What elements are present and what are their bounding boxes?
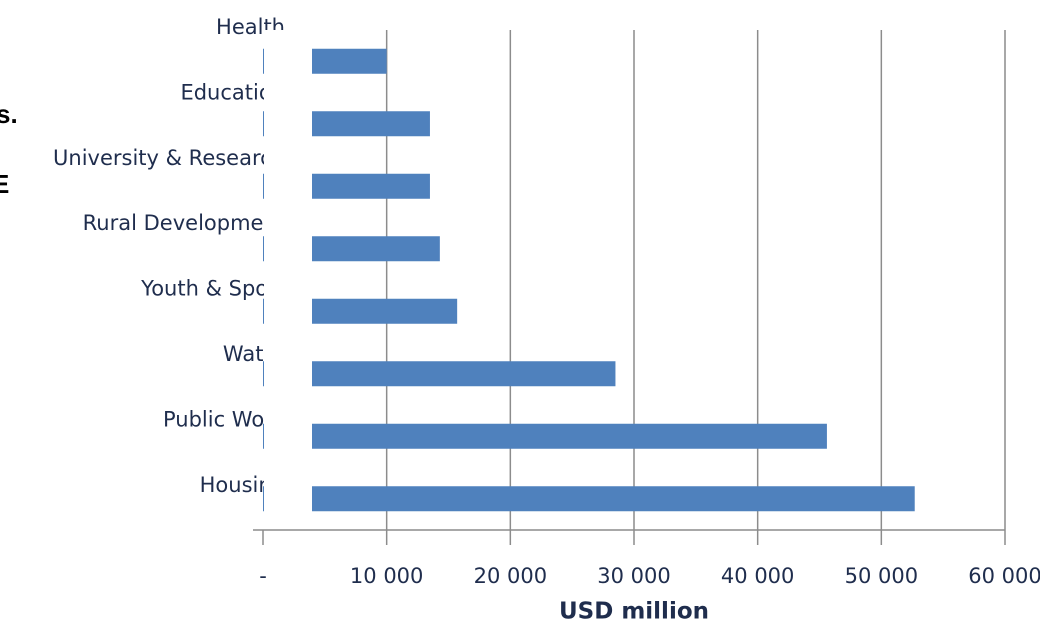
- bar: [263, 361, 616, 387]
- bar: [263, 486, 915, 512]
- x-tick-label: 60 000: [968, 564, 1040, 588]
- y-tick-label: Rural Development: [83, 211, 285, 235]
- background-fragment: s.: [0, 99, 18, 129]
- x-tick-label: 10 000: [350, 564, 423, 588]
- x-axis-title: USD million: [559, 599, 709, 625]
- y-tick-label: Youth & Sport: [140, 277, 285, 301]
- background-fragment: E: [0, 169, 9, 199]
- x-tick-label: 30 000: [597, 564, 670, 588]
- x-tick-label: -: [259, 564, 267, 588]
- x-tick-label: 40 000: [721, 564, 794, 588]
- overlay: [264, 30, 312, 528]
- y-tick-label: University & Research: [53, 146, 285, 170]
- x-tick-label: 50 000: [845, 564, 918, 588]
- bar: [263, 423, 827, 449]
- x-tick-label: 20 000: [474, 564, 547, 588]
